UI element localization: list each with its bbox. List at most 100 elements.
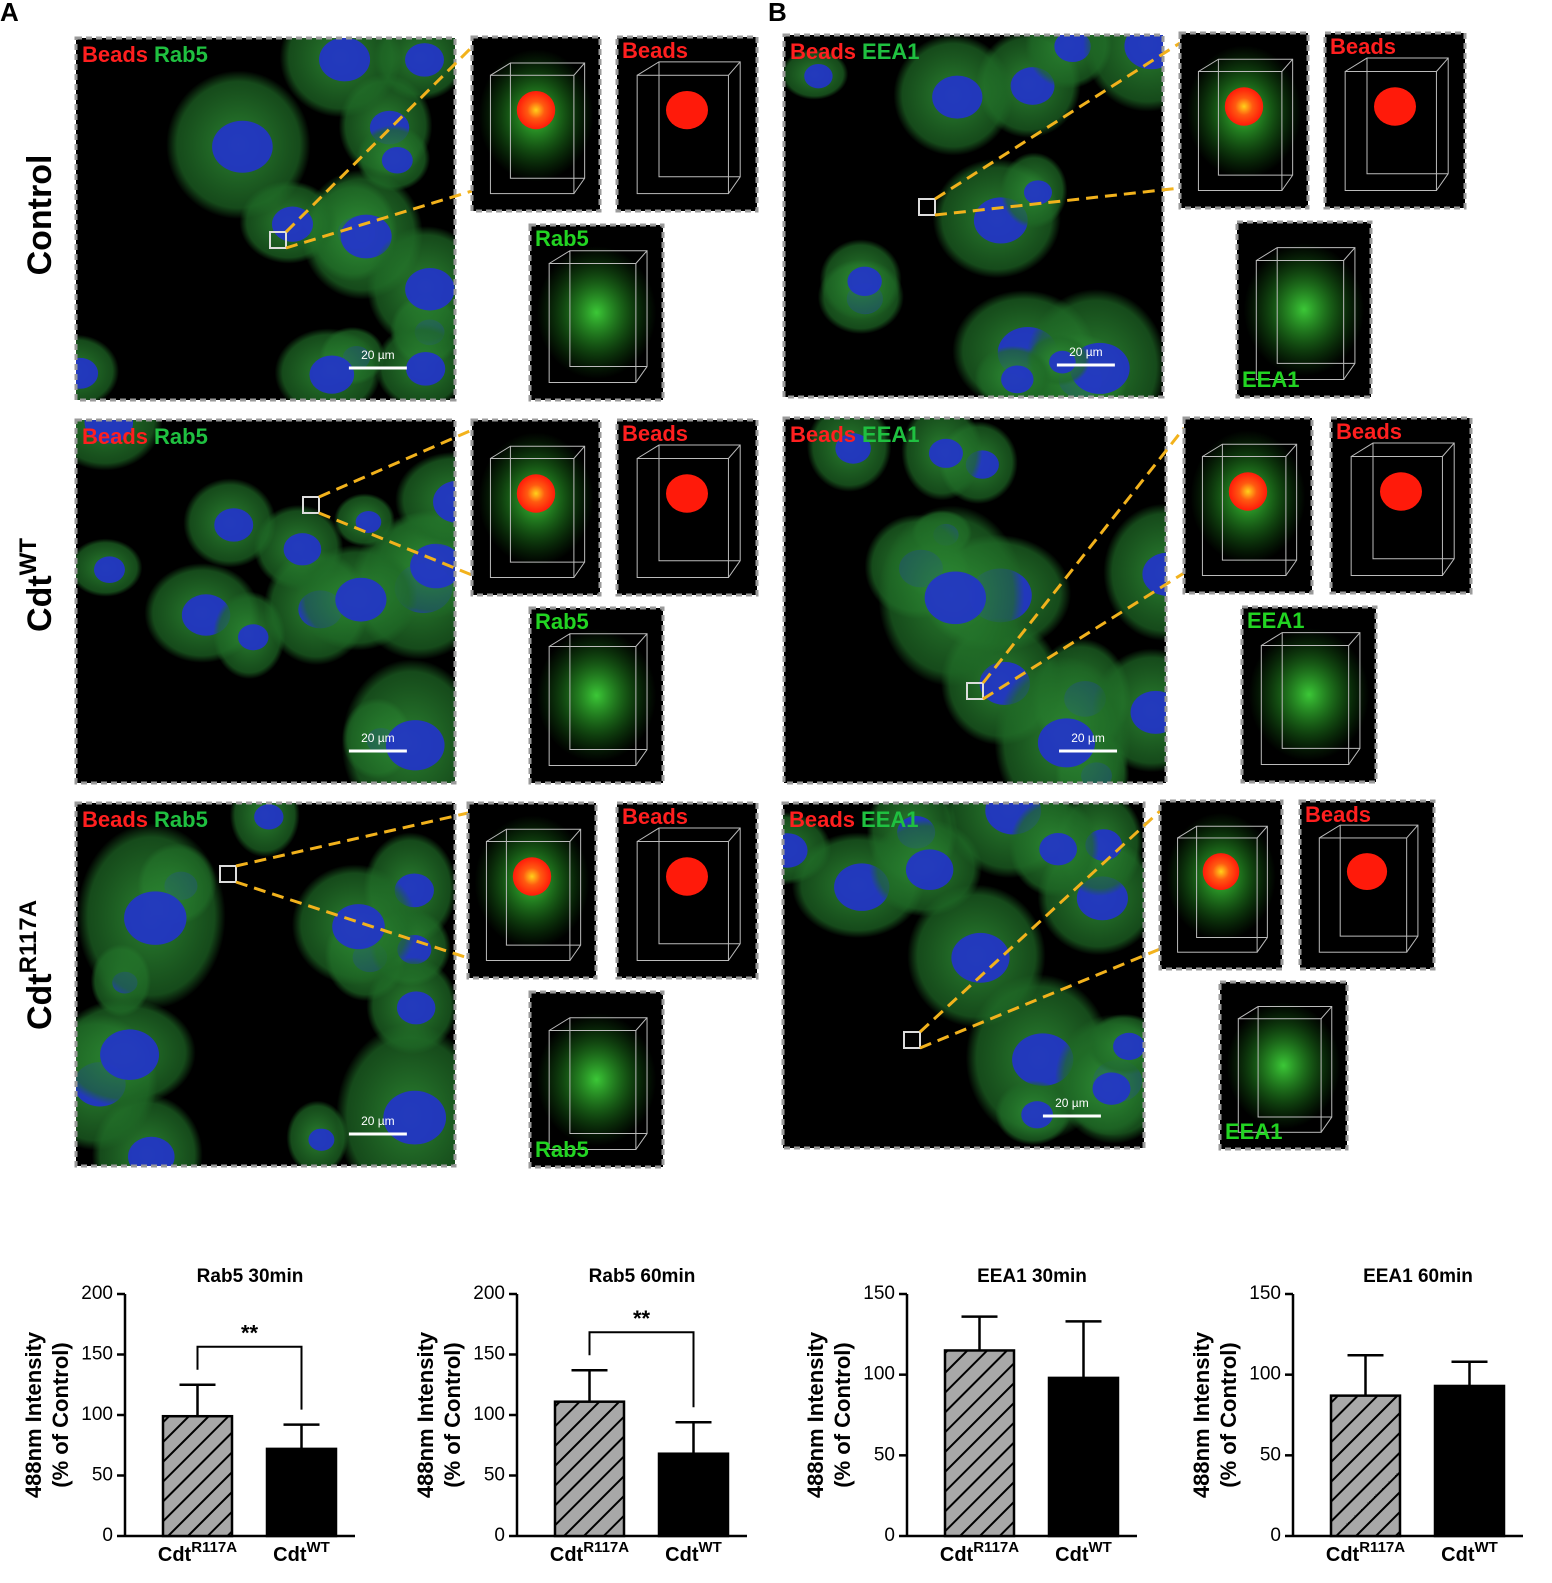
y-axis-label: (% of Control) [830,1342,855,1487]
nucleus [335,577,387,622]
box-back [1198,58,1294,191]
image-content [76,38,455,400]
panel-label: A [0,0,19,27]
stain-marker: EEA1 [862,422,919,447]
nucleus [128,1136,175,1166]
y-axis-label: 488nm Intensity [803,1331,828,1498]
image-content [1226,1002,1341,1133]
marker-fog [536,1013,657,1146]
bead [1202,853,1240,891]
nucleus [84,420,134,444]
image-content [478,49,594,195]
x-tick-label-text: Cdt [665,1544,699,1566]
y-axis-label: (% of Control) [48,1342,73,1487]
panel-label: B [768,0,787,27]
box-back [490,445,586,578]
image-content [636,827,741,961]
stain-beads: Beads [82,424,148,449]
image-tile: Beads Rab5 20 µm [74,801,457,1168]
bar [657,1452,730,1538]
image-content [784,35,1163,397]
box-back [636,444,741,578]
y-tick-label: 100 [1249,1364,1281,1385]
nucleus [1021,1101,1053,1129]
image-border [1178,31,1310,210]
roi-square [918,198,936,216]
image-tile: Beads [1298,799,1436,971]
image-border [781,801,1146,1150]
zoom-lines [981,427,1186,701]
image-border [528,990,665,1169]
image-content [1248,628,1370,765]
nucleus [396,991,436,1025]
bead [1224,87,1264,126]
stain-beads: Beads [1305,802,1371,827]
image-border [466,801,598,980]
x-tick-label-text: Cdt [1441,1544,1475,1566]
stain-label: Beads EEA1 [790,422,920,447]
image-tile: Rab5 [528,223,665,402]
nucleus [905,849,954,891]
zoom-lines [918,809,1162,1050]
bar [1329,1394,1402,1538]
y-tick-label: 150 [81,1344,113,1365]
image-content [474,815,590,961]
box-back [548,633,648,766]
image-tile [470,35,602,213]
stain-marker: Rab5 [535,1137,589,1162]
image-content [636,444,741,578]
image-content [1243,243,1365,380]
scale-label: 20 µm [1071,731,1105,745]
zoom-lines [934,41,1181,217]
bar [161,1414,234,1538]
x-tick-label: CdtR117A [158,1539,237,1566]
nucleus [254,804,284,830]
y-tick-label: 50 [874,1444,895,1465]
stain-marker: Rab5 [154,807,208,832]
image-tile: Beads [1329,416,1473,595]
nucleus [406,351,446,386]
nucleus [214,508,254,542]
image-content [478,432,594,578]
box-front [485,841,571,961]
nucleus [1130,690,1166,734]
x-tick-label: CdtR117A [940,1539,1019,1566]
y-tick-label: 50 [92,1465,113,1486]
y-tick-label: 0 [884,1525,895,1546]
image-content [1186,45,1302,191]
y-tick-label: 50 [484,1465,505,1486]
y-axis-label: 488nm Intensity [1189,1331,1214,1498]
image-tile: EEA1 [1240,605,1378,784]
nucleus [410,543,455,589]
stain-marker: EEA1 [862,39,919,64]
x-tick-label-text: Cdt [550,1544,584,1566]
box-front [1201,456,1287,576]
box-back [1238,1006,1333,1133]
stain-marker: Rab5 [154,42,208,67]
stain-marker: EEA1 [861,807,918,832]
stain-label: Beads EEA1 [790,39,920,64]
box-front [1237,1018,1322,1133]
image-border [1218,980,1349,1151]
zoom-lines [235,811,469,960]
x-tick-label-sup: WT [307,1539,330,1556]
bar [943,1349,1016,1538]
nucleus [1054,35,1091,63]
y-tick-label: 200 [473,1283,505,1304]
row-label: Control [21,155,59,276]
image-border [1298,799,1436,971]
image-tile: EEA1 [1218,980,1349,1151]
nucleus [76,357,99,389]
nucleus [238,624,269,651]
box-back [1177,825,1268,953]
nucleus [928,438,963,468]
x-tick-label-text: Cdt [158,1544,192,1566]
box-back [486,828,582,961]
box-front [1255,260,1345,380]
scale-label: 20 µm [1055,1096,1089,1110]
image-content [536,246,657,383]
stain-label: Beads EEA1 [789,807,919,832]
stain-marker: EEA1 [1247,608,1304,633]
bead [516,90,556,130]
image-tile: EEA1 [1235,220,1373,399]
